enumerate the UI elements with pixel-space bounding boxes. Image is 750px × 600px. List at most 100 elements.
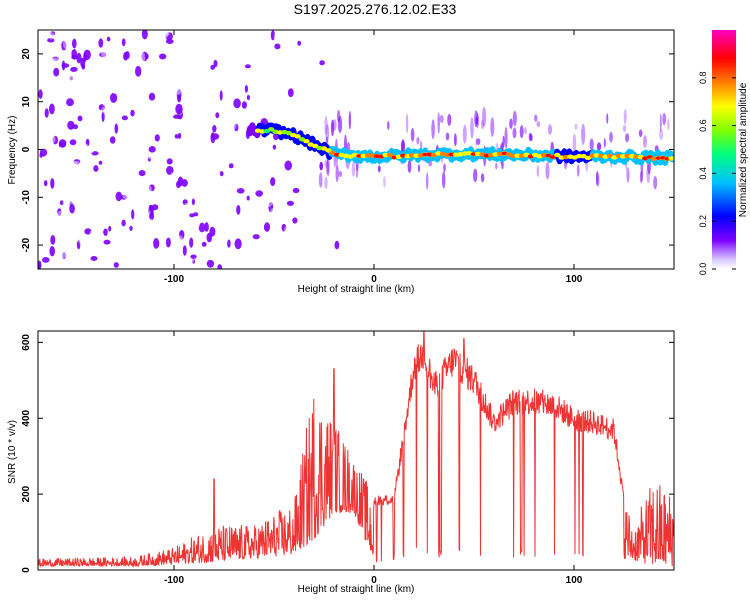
noise-streak [534, 114, 538, 122]
noise-blob [189, 30, 193, 38]
noise-blob [120, 194, 128, 200]
noise-streak [417, 164, 421, 173]
noise-blob [61, 40, 67, 51]
noise-blob [86, 160, 95, 166]
noise-blob [110, 92, 118, 103]
noise-blob [52, 262, 59, 269]
noise-blob [206, 259, 215, 268]
noise-blob [62, 93, 70, 99]
noise-blob [131, 88, 136, 96]
noise-blob [76, 94, 84, 100]
noise-streak [348, 111, 352, 130]
noise-blob [221, 145, 229, 150]
noise-blob [328, 85, 336, 93]
noise-blob [95, 236, 103, 243]
noise-blob [273, 166, 280, 178]
noise-blob [44, 108, 49, 118]
noise-streak [626, 167, 630, 183]
noise-streak [581, 123, 586, 145]
noise-blob [170, 172, 174, 183]
noise-blob [151, 204, 159, 211]
noise-blob [132, 217, 140, 228]
noise-blob [69, 76, 74, 81]
noise-blob [99, 52, 107, 58]
noise-blob [195, 31, 204, 40]
noise-blob [134, 41, 139, 47]
noise-blob [121, 87, 129, 95]
noise-blob [116, 32, 122, 40]
noise-blob [77, 210, 86, 222]
noise-blob [241, 101, 247, 109]
x-tick-label: 100 [566, 274, 583, 285]
noise-blob [88, 109, 96, 118]
noise-blob [228, 163, 234, 169]
noise-blob [111, 199, 117, 211]
noise-blob [121, 38, 126, 47]
x-tick-label: -100 [164, 274, 184, 285]
noise-blob [175, 122, 181, 133]
noise-blob [185, 115, 190, 125]
x-tick-label: 0 [371, 575, 377, 586]
noise-blob [168, 188, 176, 193]
noise-blob [252, 101, 257, 111]
noise-blob [210, 132, 216, 144]
noise-blob [39, 148, 48, 157]
noise-blob [108, 225, 112, 232]
noise-blob [141, 30, 148, 40]
noise-blob [219, 90, 223, 101]
noise-blob [234, 238, 242, 250]
noise-blob [49, 133, 56, 144]
noise-blob [51, 258, 59, 268]
noise-blob [107, 67, 115, 77]
noise-streak [325, 160, 330, 175]
noise-blob [69, 203, 75, 214]
noise-blob [275, 168, 282, 174]
ridge-core [268, 127, 275, 132]
noise-blob [201, 160, 208, 165]
noise-blob [98, 38, 104, 48]
noise-streak [431, 119, 435, 140]
noise-blob [43, 189, 48, 196]
noise-blob [274, 43, 281, 50]
noise-blob [221, 248, 225, 258]
snr-y-ticks: 0 200 400 600 [21, 334, 674, 573]
noise-blob [160, 30, 169, 39]
noise-blob [42, 190, 49, 198]
noise-blob [49, 63, 57, 69]
noise-blob [189, 137, 193, 146]
noise-streak [337, 115, 343, 134]
noise-blob [210, 210, 218, 218]
noise-blob [129, 225, 133, 231]
noise-streak [324, 159, 328, 169]
noise-blob [42, 257, 50, 263]
noise-blob [98, 215, 103, 222]
noise-blob [152, 101, 158, 111]
noise-blob [76, 52, 82, 64]
noise-blob [126, 101, 133, 109]
noise-blob [38, 245, 45, 253]
noise-blob [168, 105, 176, 115]
y-tick-label: 600 [21, 334, 32, 351]
noise-blob [263, 222, 271, 232]
noise-blob [262, 181, 270, 186]
noise-blob [75, 74, 81, 85]
noise-blob [262, 74, 266, 80]
noise-blob [122, 193, 131, 200]
noise-blob [217, 264, 222, 269]
noise-blob [71, 236, 78, 243]
noise-streak [462, 124, 467, 144]
noise-blob [255, 243, 261, 254]
noise-blob [73, 159, 81, 165]
noise-blob [160, 161, 163, 167]
noise-blob [217, 152, 225, 160]
noise-blob [85, 143, 89, 153]
noise-streak [335, 164, 339, 183]
noise-blob [125, 212, 131, 219]
y-tick-label: -10 [21, 190, 32, 205]
noise-blob [161, 68, 169, 79]
noise-blob [148, 173, 154, 182]
noise-blob [321, 177, 325, 185]
noise-blob [134, 233, 140, 240]
noise-streak [441, 171, 446, 189]
